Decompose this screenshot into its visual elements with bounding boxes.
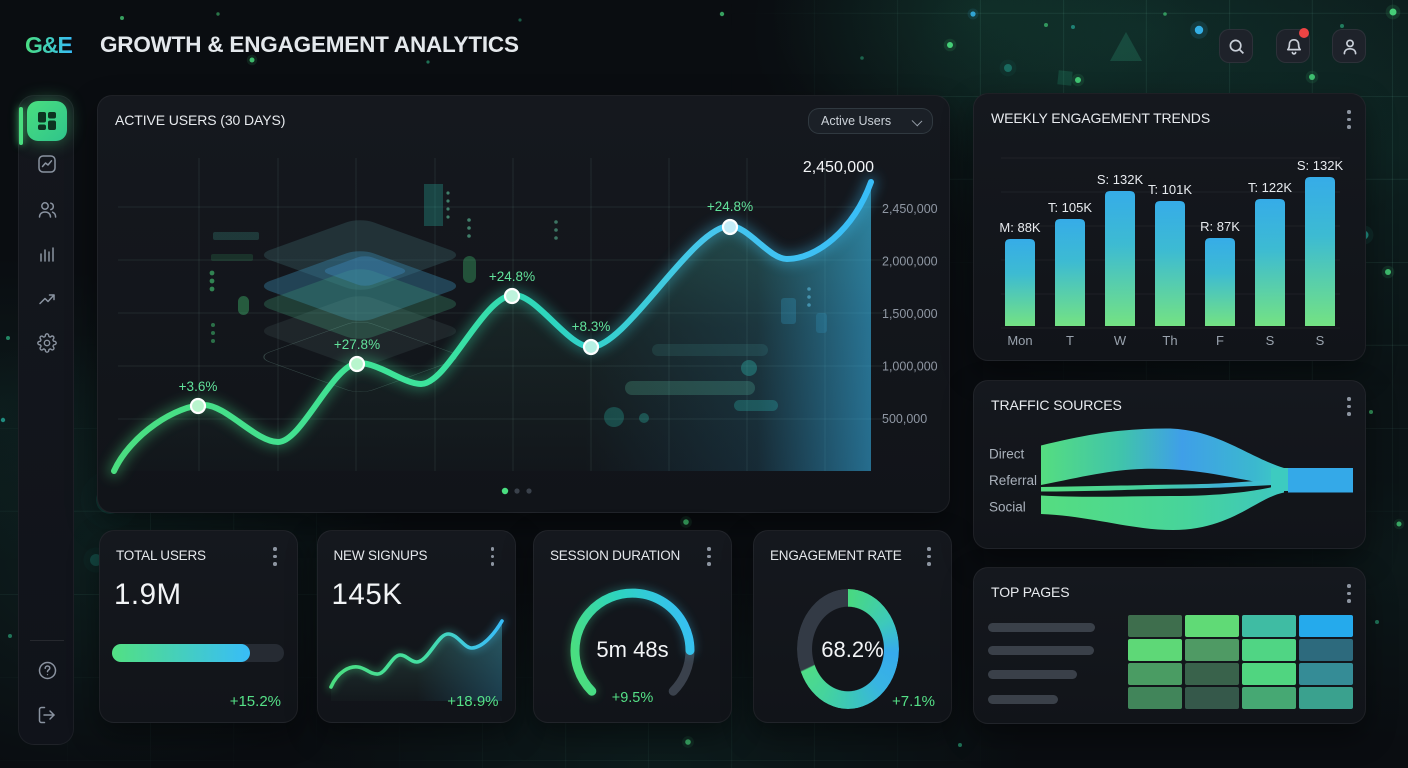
svg-text:1,500,000: 1,500,000 — [882, 307, 938, 321]
svg-text:2,450,000: 2,450,000 — [882, 202, 938, 216]
svg-text:S: 132K: S: 132K — [1297, 158, 1344, 173]
svg-text:Social: Social — [989, 500, 1026, 515]
svg-text:T: T — [1066, 333, 1074, 348]
svg-text:W: W — [1114, 333, 1127, 348]
svg-text:Th: Th — [1162, 333, 1177, 348]
svg-text:T: 122K: T: 122K — [1248, 180, 1292, 195]
svg-text:S: S — [1266, 333, 1275, 348]
svg-text:T: 105K: T: 105K — [1048, 200, 1092, 215]
svg-text:T: 101K: T: 101K — [1148, 182, 1192, 197]
svg-text:+27.8%: +27.8% — [334, 337, 380, 352]
svg-text:+8.3%: +8.3% — [572, 319, 611, 334]
svg-text:M: 88K: M: 88K — [999, 220, 1041, 235]
svg-text:Direct: Direct — [989, 447, 1025, 462]
svg-text:Referral: Referral — [989, 473, 1037, 488]
svg-text:+24.8%: +24.8% — [489, 269, 535, 284]
svg-text:+24.8%: +24.8% — [707, 199, 753, 214]
svg-text:2,000,000: 2,000,000 — [882, 255, 938, 269]
svg-text:R: 87K: R: 87K — [1200, 219, 1240, 234]
svg-text:+3.6%: +3.6% — [179, 379, 218, 394]
svg-text:S: 132K: S: 132K — [1097, 172, 1144, 187]
svg-text:Mon: Mon — [1007, 333, 1032, 348]
svg-text:S: S — [1316, 333, 1325, 348]
svg-text:F: F — [1216, 333, 1224, 348]
svg-text:500,000: 500,000 — [882, 412, 927, 426]
svg-text:2,450,000: 2,450,000 — [803, 159, 874, 176]
svg-text:1,000,000: 1,000,000 — [882, 360, 938, 374]
